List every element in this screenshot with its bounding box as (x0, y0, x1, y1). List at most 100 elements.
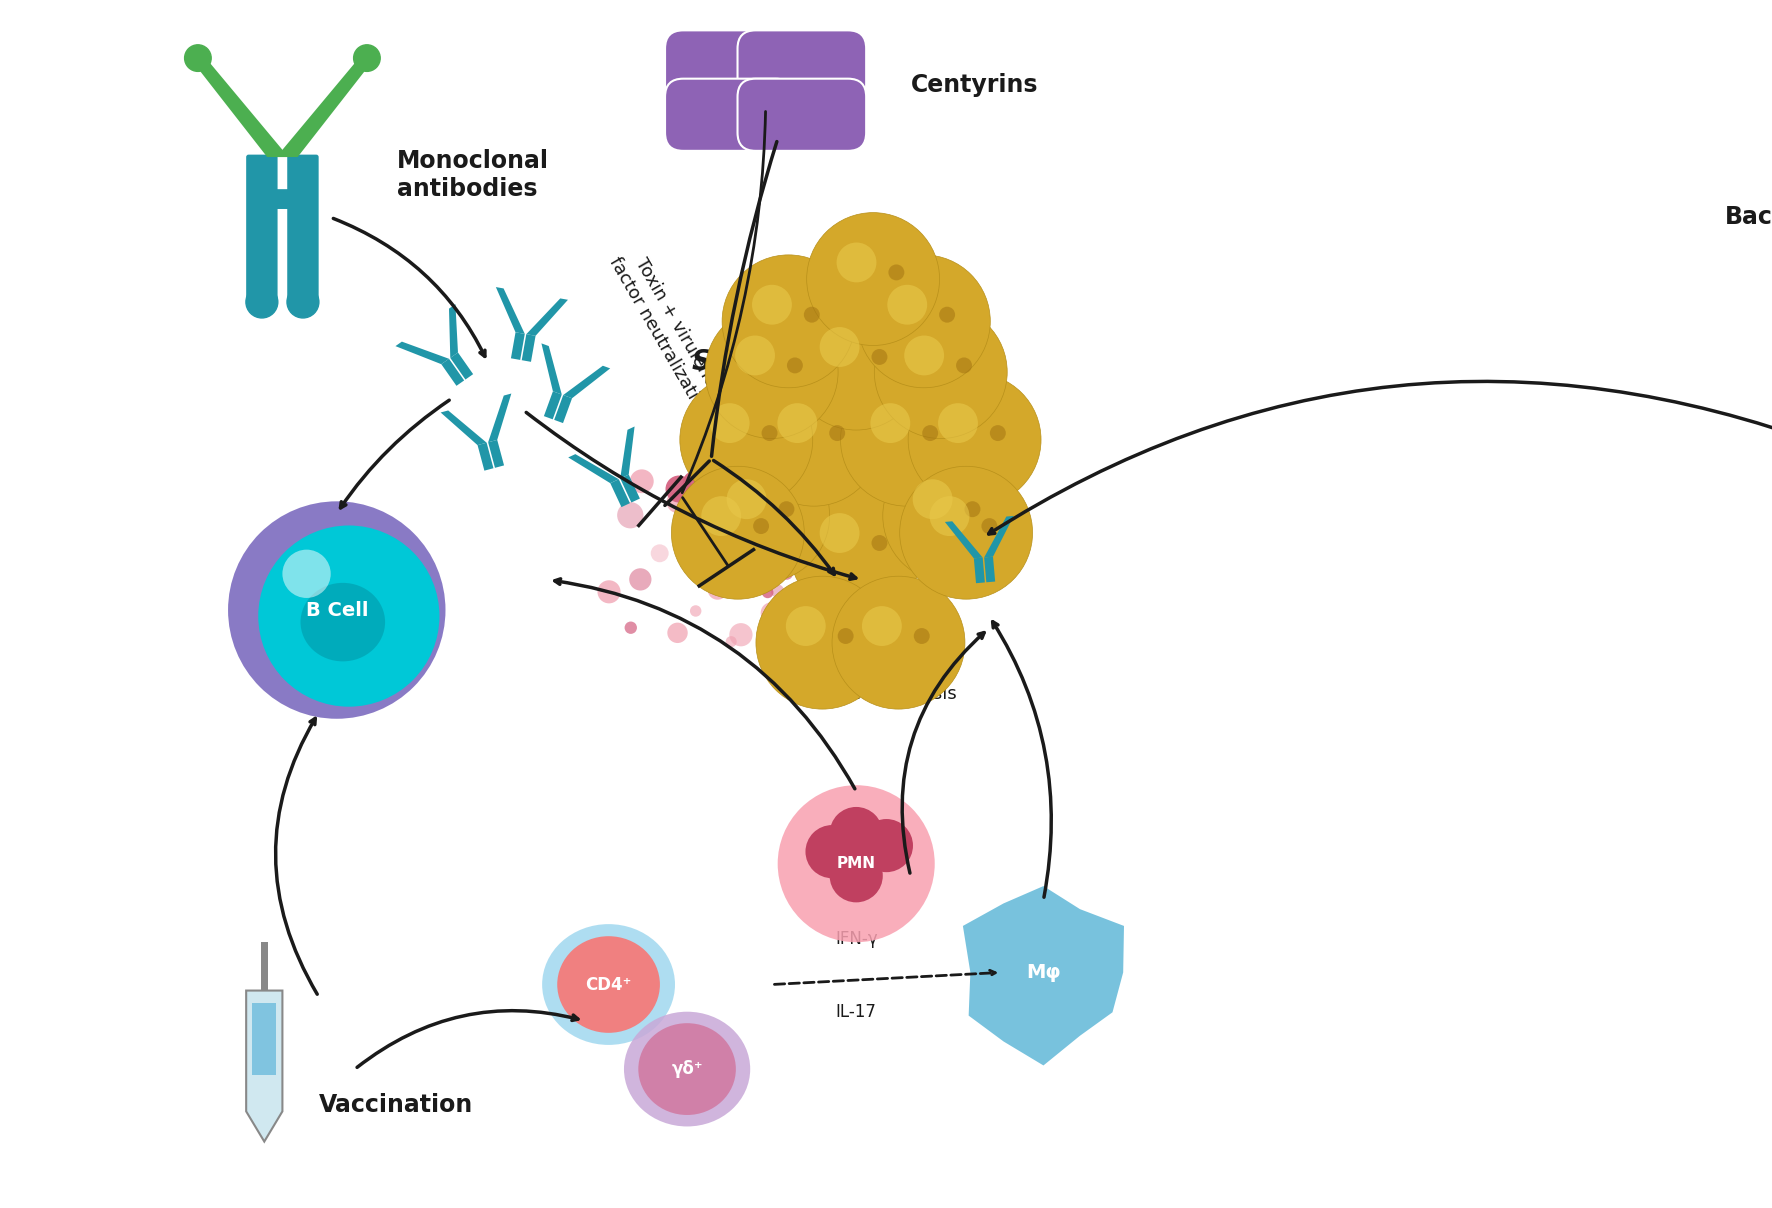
Circle shape (861, 606, 902, 646)
Text: B Cell: B Cell (305, 600, 369, 620)
Circle shape (886, 529, 913, 554)
Circle shape (617, 503, 643, 528)
Circle shape (716, 563, 730, 577)
Circle shape (914, 628, 930, 644)
Text: Toxin + virulence
factor neutralization: Toxin + virulence factor neutralization (606, 243, 732, 422)
Circle shape (957, 358, 973, 373)
Circle shape (762, 557, 776, 570)
Circle shape (666, 476, 693, 503)
Circle shape (833, 576, 966, 709)
Circle shape (838, 628, 854, 644)
Circle shape (930, 496, 969, 536)
Text: Centyrins: Centyrins (911, 72, 1038, 97)
Circle shape (991, 425, 1006, 441)
Polygon shape (544, 391, 562, 419)
Circle shape (751, 285, 792, 325)
Polygon shape (620, 475, 640, 503)
Circle shape (778, 785, 934, 942)
Circle shape (629, 470, 654, 493)
Circle shape (790, 297, 923, 430)
Circle shape (762, 587, 773, 598)
Point (742, 542, 764, 557)
Circle shape (806, 825, 859, 878)
Circle shape (753, 518, 769, 534)
Circle shape (872, 535, 888, 551)
Polygon shape (510, 332, 525, 360)
Circle shape (870, 403, 911, 443)
Circle shape (937, 403, 978, 443)
Circle shape (746, 574, 766, 593)
Circle shape (668, 622, 688, 643)
Ellipse shape (556, 936, 659, 1033)
Ellipse shape (542, 924, 675, 1045)
Circle shape (829, 425, 845, 441)
Polygon shape (563, 366, 610, 399)
Circle shape (859, 819, 913, 872)
Circle shape (872, 349, 888, 365)
Circle shape (829, 614, 843, 627)
Circle shape (909, 373, 1040, 506)
Circle shape (666, 492, 689, 513)
Circle shape (746, 530, 773, 557)
Circle shape (801, 564, 829, 592)
Polygon shape (975, 558, 985, 583)
Polygon shape (441, 411, 487, 445)
Circle shape (597, 580, 620, 603)
Polygon shape (487, 440, 503, 467)
Circle shape (723, 255, 856, 388)
Polygon shape (276, 58, 376, 157)
Circle shape (672, 466, 804, 599)
Circle shape (741, 503, 764, 527)
Circle shape (771, 585, 783, 598)
Line: 2 pts: 2 pts (638, 477, 680, 525)
Circle shape (820, 327, 859, 367)
Circle shape (757, 576, 890, 709)
Circle shape (727, 637, 737, 647)
Polygon shape (569, 454, 618, 483)
Circle shape (785, 554, 804, 574)
Polygon shape (620, 426, 634, 478)
Ellipse shape (301, 583, 385, 662)
Circle shape (806, 213, 939, 345)
Circle shape (711, 403, 750, 443)
Circle shape (246, 286, 278, 318)
Circle shape (904, 336, 944, 376)
Circle shape (982, 518, 998, 534)
Polygon shape (441, 359, 464, 385)
FancyBboxPatch shape (664, 30, 794, 103)
Circle shape (778, 403, 817, 443)
Circle shape (900, 466, 1033, 599)
Circle shape (703, 534, 716, 546)
Point (689, 579, 711, 593)
Circle shape (702, 496, 741, 536)
FancyBboxPatch shape (248, 190, 317, 209)
FancyBboxPatch shape (737, 79, 867, 151)
Circle shape (803, 510, 813, 521)
Circle shape (703, 550, 728, 574)
Circle shape (744, 440, 762, 457)
Text: Monoclonal
antibodies: Monoclonal antibodies (397, 150, 549, 201)
Circle shape (874, 306, 1006, 439)
Text: IL-17: IL-17 (836, 1003, 877, 1021)
Bar (260, 942, 268, 991)
Text: Opsono-
phagocytosis: Opsono- phagocytosis (838, 662, 957, 703)
Circle shape (730, 623, 753, 646)
FancyBboxPatch shape (664, 79, 794, 151)
Polygon shape (944, 522, 983, 558)
Text: IFN-γ: IFN-γ (835, 930, 877, 948)
Circle shape (790, 477, 808, 494)
Circle shape (762, 425, 778, 441)
Circle shape (354, 45, 381, 71)
Circle shape (650, 545, 668, 562)
Circle shape (806, 602, 822, 618)
Circle shape (764, 544, 785, 565)
Polygon shape (521, 335, 535, 362)
Circle shape (858, 255, 991, 388)
Text: CD4⁺: CD4⁺ (585, 976, 633, 993)
Circle shape (939, 307, 955, 323)
Circle shape (707, 580, 728, 599)
Polygon shape (496, 288, 525, 333)
Circle shape (624, 622, 636, 634)
Polygon shape (448, 304, 457, 358)
Polygon shape (252, 1003, 276, 1075)
